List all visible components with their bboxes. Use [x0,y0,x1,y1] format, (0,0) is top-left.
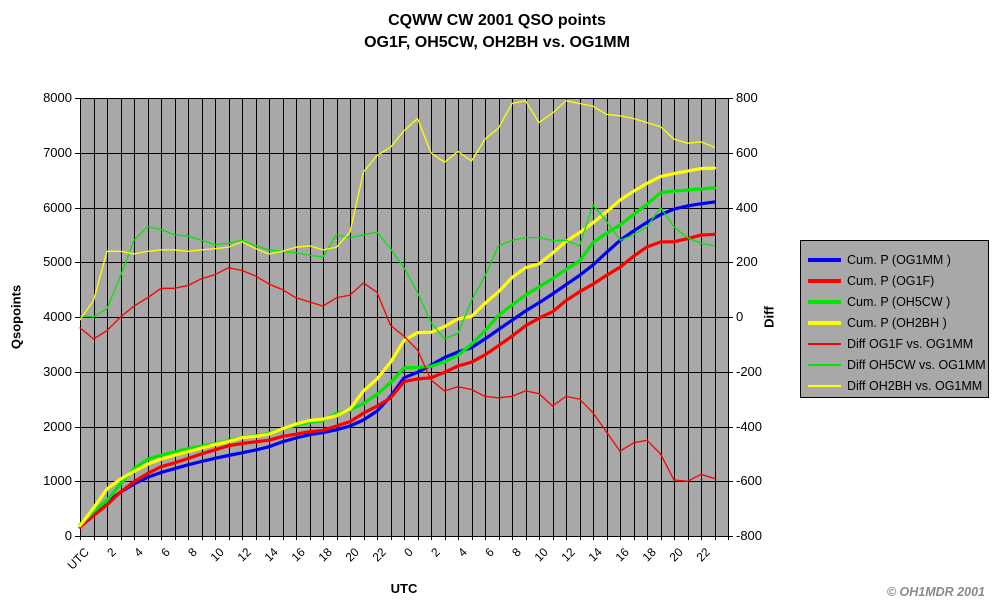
series-line-5 [79,204,716,340]
legend-line-sample [808,384,841,387]
y-left-tick-label: 7000 [43,144,72,160]
y-axis-title: Qsopoints [8,284,24,350]
legend-item-label: Cum. P (OG1MM ) [847,252,951,267]
legend-item-0: Cum. P (OG1MM ) [808,249,988,270]
series-line-4 [79,267,716,482]
copyright: © OH1MDR 2001 [886,585,985,599]
y-left-tick-label: 0 [64,528,72,543]
chart-subtitle: OG1F, OH5CW, OH2BH vs. OG1MM [364,34,630,51]
legend-line-sample [808,363,841,366]
x-axis-title: UTC [390,581,418,596]
series-line-2 [78,186,717,527]
legend-item-5: Diff OH5CW vs. OG1MM [808,354,988,375]
legend-line-sample [808,278,841,283]
y-right-tick-label: -400 [736,418,763,434]
legend-item-label: Cum. P (OG1F) [847,273,935,288]
legend-item-4: Diff OG1F vs. OG1MM [808,333,988,354]
y-right-tick-label: 0 [736,309,744,324]
series-line-3 [78,166,717,528]
y-left-tick-label: 3000 [43,363,72,379]
legend-item-6: Diff OH2BH vs. OG1MM [808,375,988,396]
y-right-tick-label: 800 [736,90,758,105]
y-right-tick-label: -800 [736,528,763,543]
y-left-tick-label: 1000 [43,473,72,489]
y-right-tick-label: -200 [736,363,763,379]
y-right-tick-label: 200 [736,254,758,270]
y-right-tick-label: 600 [736,144,758,160]
y-left-tick-label: 5000 [43,254,72,270]
legend-item-label: Cum. P (OH5CW ) [847,294,951,309]
legend-item-label: Diff OG1F vs. OG1MM [847,336,974,351]
legend-line-sample [808,320,841,325]
legend-item-label: Diff OH2BH vs. OG1MM [847,378,983,393]
y-left-tick-label: 2000 [43,418,72,434]
y-left-tick-label: 4000 [43,309,72,324]
series-line-1 [78,232,717,529]
legend-line-sample [808,342,841,345]
chart-title-block: CQWW CW 2001 QSO points OG1F, OH5CW, OH2… [0,10,994,54]
y-right-tick-label: 400 [736,199,758,215]
y-left-tick-label: 6000 [43,199,72,215]
legend-line-sample [808,299,841,304]
legend-item-1: Cum. P (OG1F) [808,270,988,291]
chart-title: CQWW CW 2001 QSO points [388,12,606,29]
y-right-tick-label: -600 [736,473,763,489]
legend-item-label: Diff OH5CW vs. OG1MM [847,357,986,372]
diff-axis-title: Diff [761,306,777,328]
y-left-tick-label: 8000 [43,90,72,105]
legend-item-label: Cum. P (OH2BH ) [847,315,947,330]
legend-line-sample [808,257,841,262]
series-line-0 [78,200,717,527]
legend-item-2: Cum. P (OH5CW ) [808,291,988,312]
legend-item-3: Cum. P (OH2BH ) [808,312,988,333]
legend: Cum. P (OG1MM ) Cum. P (OG1F) Cum. P (OH5C… [800,240,989,398]
series-line-6 [79,100,716,321]
